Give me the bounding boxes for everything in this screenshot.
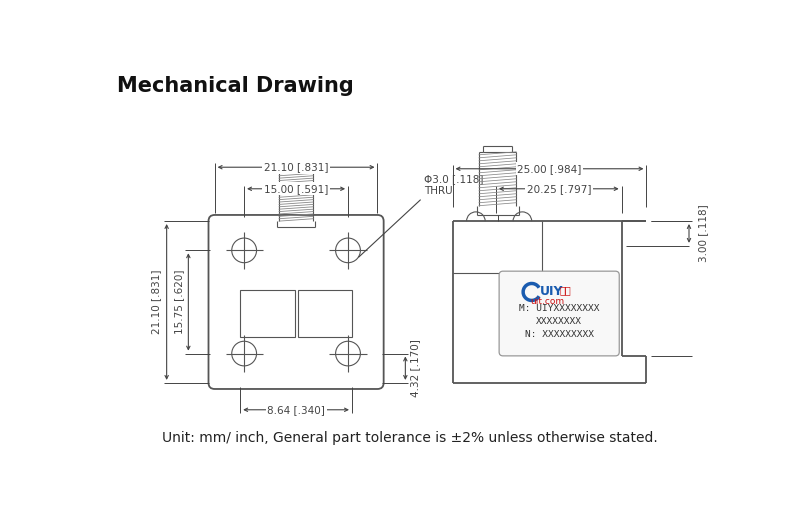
- Text: 3.00 [.118]: 3.00 [.118]: [698, 205, 708, 262]
- Text: 20.25 [.797]: 20.25 [.797]: [526, 184, 591, 194]
- Bar: [298, 291, 352, 337]
- FancyBboxPatch shape: [209, 215, 384, 389]
- Text: 优孚: 优孚: [559, 285, 571, 296]
- Text: 15.75 [.620]: 15.75 [.620]: [174, 270, 184, 334]
- Text: Φ3.0 [.118]
THRU: Φ3.0 [.118] THRU: [424, 174, 483, 197]
- Text: 4.32 [.170]: 4.32 [.170]: [410, 339, 421, 397]
- Text: N: XXXXXXXXX: N: XXXXXXXXX: [525, 330, 594, 339]
- Text: 15.00 [.591]: 15.00 [.591]: [264, 184, 328, 194]
- Text: M: UIYXXXXXXXX: M: UIYXXXXXXXX: [519, 304, 599, 312]
- Text: 21.10 [.831]: 21.10 [.831]: [151, 270, 162, 334]
- Text: 21.10 [.831]: 21.10 [.831]: [264, 162, 328, 172]
- Bar: [240, 291, 294, 337]
- Text: XXXXXXXX: XXXXXXXX: [536, 316, 582, 326]
- Text: Mechanical Drawing: Mechanical Drawing: [117, 76, 354, 97]
- Text: uit.com: uit.com: [530, 297, 564, 306]
- Text: 8.64 [.340]: 8.64 [.340]: [267, 405, 325, 415]
- Text: 25.00 [.984]: 25.00 [.984]: [518, 164, 582, 174]
- Text: Unit: mm/ inch, General part tolerance is ±2% unless otherwise stated.: Unit: mm/ inch, General part tolerance i…: [162, 431, 658, 445]
- FancyBboxPatch shape: [499, 271, 619, 356]
- Text: UIY: UIY: [539, 285, 563, 299]
